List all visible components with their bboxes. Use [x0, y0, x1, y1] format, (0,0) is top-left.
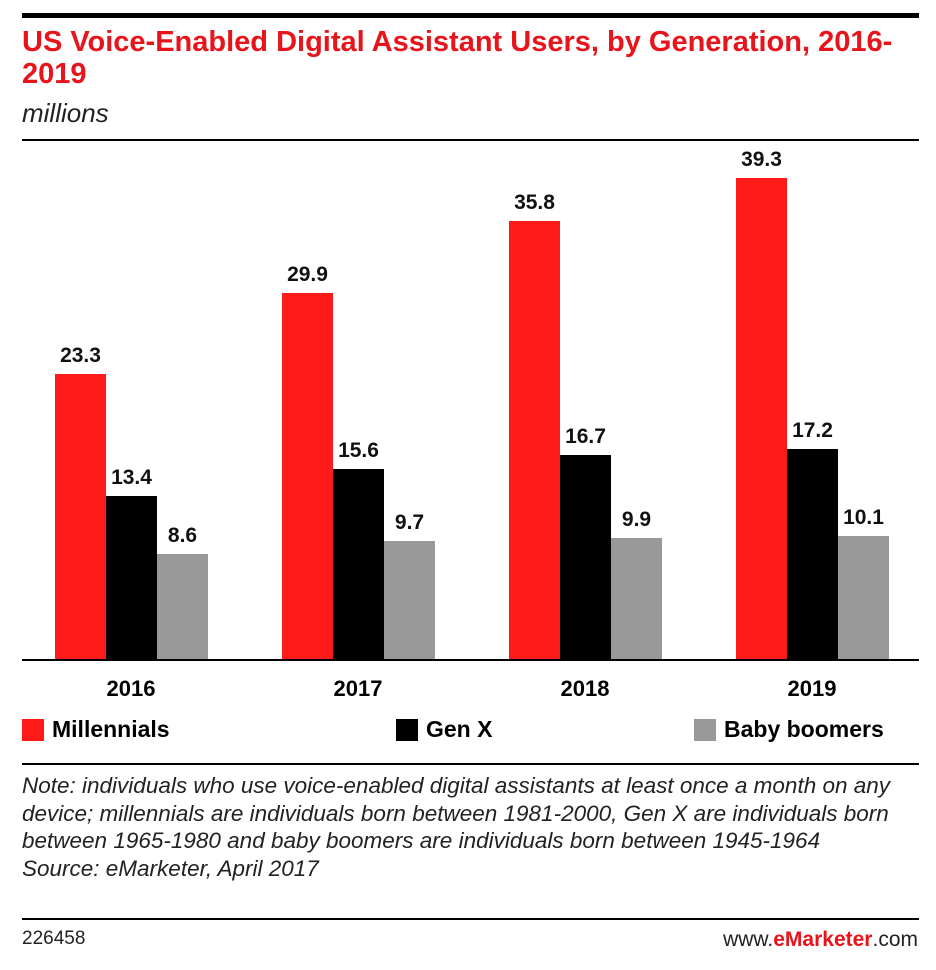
legend-item: Millennials [22, 716, 170, 743]
bar-millennials-2018 [509, 220, 560, 660]
legend-swatch [22, 718, 44, 741]
legend-item: Gen X [396, 716, 492, 743]
chart-subtitle: millions [22, 98, 109, 128]
bar-baby-boomers-2017 [384, 540, 435, 660]
logo-prefix: www. [723, 928, 774, 951]
logo-brand: eMarketer [773, 928, 873, 951]
bar-baby-boomers-2016 [157, 554, 208, 660]
x-tick-label: 2019 [787, 676, 837, 701]
data-label: 8.6 [167, 524, 198, 548]
x-tick-label: 2016 [106, 676, 156, 701]
bar-gen-x-2019 [787, 448, 838, 660]
bar-baby-boomers-2019 [838, 536, 889, 660]
legend-label: Baby boomers [724, 716, 884, 742]
bar-baby-boomers-2018 [611, 538, 662, 660]
legend-item: Baby boomers [694, 716, 884, 743]
top-rule [22, 13, 919, 18]
x-tick-label: 2017 [333, 676, 383, 701]
data-label: 23.3 [60, 344, 101, 367]
data-label: 39.3 [741, 147, 782, 171]
source-text: Source: eMarketer, April 2017 [22, 855, 319, 881]
legend-label: Gen X [426, 716, 493, 742]
data-label: 9.7 [394, 510, 425, 534]
bar-millennials-2016 [55, 374, 106, 660]
data-label: 17.2 [792, 418, 833, 442]
legend-rule [22, 763, 919, 765]
bar-gen-x-2016 [106, 495, 157, 660]
bar-millennials-2017 [282, 292, 333, 660]
legend-label: Millennials [52, 716, 170, 742]
data-label: 9.9 [621, 508, 652, 532]
data-label: 13.4 [111, 465, 152, 489]
bar-gen-x-2017 [333, 468, 384, 660]
logo-suffix: .com [872, 928, 918, 951]
note: Note: individuals who use voice-enabled … [22, 772, 922, 882]
data-label: 15.6 [338, 438, 379, 462]
footer-rule [22, 918, 919, 920]
x-tick-label: 2018 [560, 676, 610, 701]
legend-swatch [694, 718, 716, 741]
chart-title: US Voice-Enabled Digital Assistant Users… [22, 26, 893, 90]
note-text: Note: individuals who use voice-enabled … [22, 773, 891, 853]
data-label: 35.8 [514, 190, 555, 214]
bar-millennials-2019 [736, 177, 787, 660]
legend-swatch [396, 718, 418, 741]
data-label: 29.9 [287, 262, 328, 286]
chart-id: 226458 [22, 928, 86, 949]
data-label: 10.1 [843, 506, 884, 530]
header-rule [22, 139, 919, 141]
bar-gen-x-2018 [560, 455, 611, 660]
data-label: 16.7 [565, 425, 606, 448]
emarketer-logo[interactable]: www.eMarketer.com [723, 928, 918, 952]
baseline [22, 659, 919, 661]
